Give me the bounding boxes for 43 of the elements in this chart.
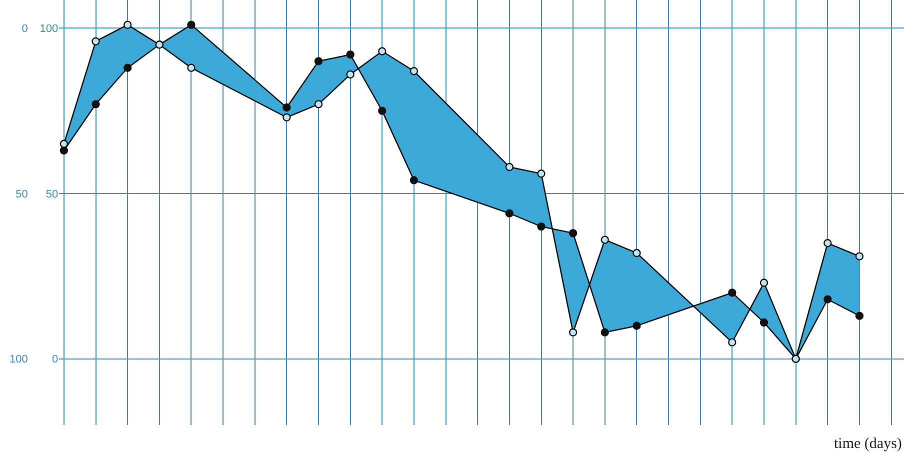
point [378, 47, 386, 56]
point [410, 176, 418, 184]
point [824, 238, 832, 248]
point [282, 103, 291, 112]
x-axis-title: time (days) [834, 436, 902, 452]
point [505, 162, 514, 172]
point [760, 318, 768, 327]
point [537, 170, 546, 178]
point [728, 288, 736, 297]
point [282, 113, 291, 122]
point [632, 322, 641, 330]
point [728, 338, 736, 346]
point [92, 100, 100, 108]
point [824, 295, 832, 304]
point [187, 64, 196, 72]
point [855, 252, 864, 260]
y-tick-label: 100 [40, 22, 58, 35]
point [123, 20, 132, 29]
y-tick-label: 50 [46, 188, 58, 200]
point [314, 100, 323, 108]
point [314, 57, 323, 66]
point [123, 64, 132, 72]
point [600, 328, 609, 336]
y2-tick-label: 100 [10, 354, 28, 366]
y2-tick-label: 50 [16, 188, 28, 200]
point [346, 50, 354, 59]
point [855, 312, 864, 320]
point [410, 67, 418, 76]
point [505, 209, 514, 218]
point [60, 146, 68, 155]
point [600, 236, 609, 244]
point [378, 106, 386, 115]
point [346, 70, 354, 79]
y2-tick-label: 0 [22, 22, 28, 35]
point [537, 222, 546, 231]
point [60, 140, 68, 148]
point [568, 229, 578, 238]
y-tick-label: 0 [52, 354, 58, 366]
point [187, 20, 196, 29]
point [568, 328, 578, 336]
point [760, 278, 768, 287]
point [632, 248, 641, 258]
point [92, 37, 100, 46]
